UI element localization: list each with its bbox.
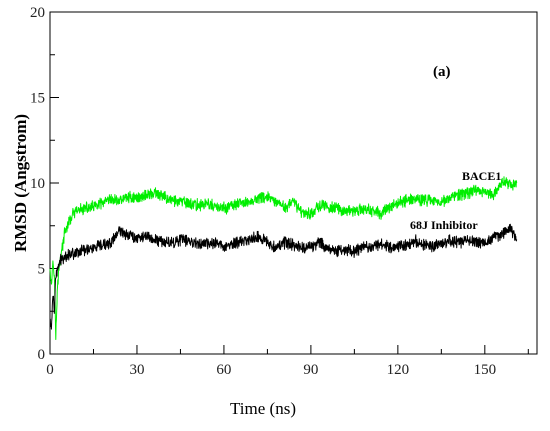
x-axis-title: Time (ns): [230, 399, 296, 418]
x-tick-label: 30: [129, 362, 144, 378]
series-layer: [49, 176, 518, 340]
series-label-bace1: BACE1: [462, 169, 501, 183]
y-tick-label: 10: [30, 176, 45, 192]
x-tick-label: 60: [216, 362, 231, 378]
y-axis-title: RMSD (Angstrom): [11, 114, 30, 252]
x-tick-label: 120: [387, 362, 410, 378]
x-tick-label: 0: [46, 362, 54, 378]
y-tick-label: 0: [38, 347, 46, 363]
series-line-bace1: [49, 176, 518, 340]
plot-frame: [49, 11, 538, 355]
x-tick-label: 90: [303, 362, 318, 378]
series-label-68j-inhibitor: 68J Inhibitor: [410, 218, 478, 232]
x-tick-label: 150: [474, 362, 497, 378]
series-line-68j-inhibitor: [49, 223, 518, 330]
y-tick-label: 20: [30, 5, 45, 21]
axis-ticks: 0 30 60 90 120 150 0 5 10 15 20: [30, 5, 529, 378]
y-tick-label: 15: [30, 91, 45, 107]
panel-label: (a): [433, 64, 451, 80]
y-tick-label: 5: [38, 262, 46, 278]
